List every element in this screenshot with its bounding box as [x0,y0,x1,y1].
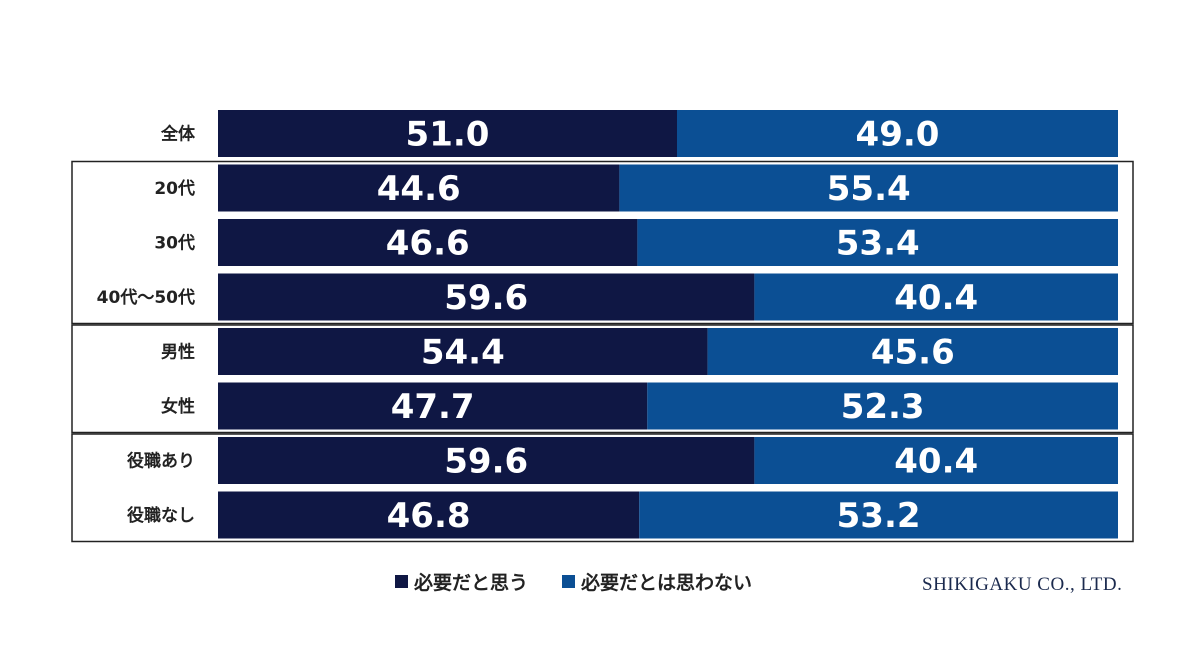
legend-item-disagree: 必要だとは思わない [562,568,752,595]
bar-disagree [707,328,1118,375]
bar-disagree [754,437,1118,484]
category-label: 30代 [154,233,195,254]
bar-value-label: 51.0 [406,115,490,155]
bar-value-label: 59.6 [444,278,528,318]
bar-disagree [754,273,1118,321]
category-label: 20代 [154,178,195,199]
legend-swatch-disagree [562,575,576,588]
bar-value-label: 59.6 [444,442,528,482]
legend-label-disagree: 必要だとは思わない [581,572,753,594]
bar-value-label: 49.0 [856,115,940,155]
bar-agree [218,273,755,321]
company-credit: SHIKIGAKU CO., LTD. [922,574,1123,595]
category-label: 役職なし [127,505,195,526]
bar-value-label: 55.4 [827,169,911,209]
category-label: 役職あり [127,451,195,472]
bar-agree [218,437,755,484]
bar-agree [218,382,648,430]
legend-label-agree: 必要だと思う [414,572,529,594]
category-label: 女性 [161,396,195,417]
legend-item-agree: 必要だと思う [395,568,528,595]
bar-agree [218,110,677,157]
bar-disagree [637,219,1118,266]
bar-agree [218,219,638,266]
category-label: 40代～50代 [97,287,195,308]
category-label: 男性 [161,342,195,363]
bar-value-label: 47.7 [391,387,475,427]
category-label: 全体 [160,124,196,145]
bar-disagree [639,491,1118,539]
legend-swatch-agree [395,575,408,588]
bar-value-label: 53.4 [836,224,920,264]
bar-disagree [647,382,1118,430]
bar-value-label: 40.4 [894,442,978,482]
bar-value-label: 52.3 [841,387,925,427]
bar-value-label: 40.4 [894,278,978,318]
bar-value-label: 46.8 [387,496,471,536]
bar-agree [218,164,620,212]
bar-agree [218,491,640,539]
bar-value-label: 45.6 [871,333,955,373]
bar-disagree [619,164,1118,212]
group-frame [71,160,1134,325]
bar-disagree [677,110,1118,157]
bar-value-label: 44.6 [377,169,461,209]
bar-value-label: 53.2 [837,496,921,536]
legend: 必要だと思う 必要だとは思わない [395,568,786,595]
group-frame [71,433,1134,543]
group-frame [71,324,1134,434]
bar-agree [218,328,708,375]
bar-value-label: 54.4 [421,333,505,373]
bar-value-label: 46.6 [386,224,470,264]
